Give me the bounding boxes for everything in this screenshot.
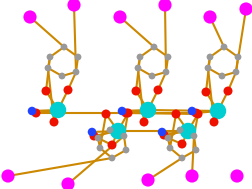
Point xyxy=(193,149,197,152)
Point xyxy=(92,135,96,138)
Point xyxy=(207,15,211,19)
Point xyxy=(225,89,229,92)
Point xyxy=(235,56,239,59)
Point xyxy=(135,67,139,70)
Point xyxy=(48,56,52,59)
Point xyxy=(110,156,114,160)
Point xyxy=(203,91,207,94)
Point xyxy=(123,112,128,115)
Point xyxy=(179,156,183,160)
Point xyxy=(110,143,114,146)
Point xyxy=(195,112,199,115)
Point xyxy=(30,109,34,112)
Point xyxy=(193,112,197,115)
Point xyxy=(74,70,78,74)
Point xyxy=(137,56,141,59)
Point xyxy=(219,74,223,77)
Point xyxy=(60,74,64,77)
Point xyxy=(191,135,195,138)
Point xyxy=(34,112,38,115)
Point xyxy=(162,3,166,6)
Point xyxy=(117,15,121,19)
Point xyxy=(72,3,76,6)
Point xyxy=(52,121,56,124)
Point xyxy=(179,143,183,146)
Point xyxy=(149,74,153,77)
Point xyxy=(155,88,160,91)
Point xyxy=(76,56,80,59)
Point xyxy=(161,133,165,136)
Point xyxy=(141,121,145,124)
Point xyxy=(28,15,32,19)
Point xyxy=(233,70,237,74)
Point xyxy=(189,174,193,177)
Point xyxy=(165,136,169,139)
Point xyxy=(145,108,149,112)
Point xyxy=(159,130,163,133)
Point xyxy=(44,89,48,92)
Point xyxy=(234,174,238,177)
Point xyxy=(123,149,128,152)
Point xyxy=(211,121,215,124)
Point xyxy=(205,67,209,70)
Point xyxy=(96,136,100,139)
Point xyxy=(215,109,219,112)
Point xyxy=(221,46,225,49)
Point xyxy=(46,67,50,70)
Point xyxy=(167,146,171,149)
Point xyxy=(62,46,66,49)
Point xyxy=(104,112,108,115)
Point xyxy=(177,129,181,132)
Point xyxy=(185,129,189,132)
Point xyxy=(163,70,167,74)
Point xyxy=(119,109,123,112)
Point xyxy=(108,129,112,132)
Point xyxy=(207,56,211,59)
Point xyxy=(98,146,102,149)
Point xyxy=(90,130,94,133)
Point xyxy=(121,135,125,138)
Point xyxy=(134,89,138,92)
Point xyxy=(145,178,149,181)
Point xyxy=(189,109,193,112)
Point xyxy=(151,46,155,49)
Point xyxy=(66,88,70,91)
Point xyxy=(165,56,169,59)
Point xyxy=(56,108,60,112)
Point xyxy=(66,183,70,186)
Point xyxy=(173,112,177,115)
Point xyxy=(125,112,130,115)
Point xyxy=(6,174,10,177)
Point xyxy=(243,8,247,11)
Point xyxy=(115,129,119,132)
